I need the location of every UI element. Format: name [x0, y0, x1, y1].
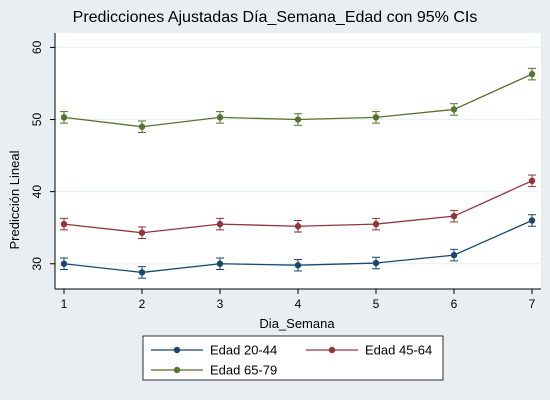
- x-tick-label: 5: [373, 297, 380, 311]
- legend-label: Edad 20-44: [210, 343, 277, 358]
- data-point: [372, 259, 380, 267]
- data-point: [372, 220, 380, 228]
- legend-item: Edad 65-79: [151, 363, 277, 378]
- data-point: [216, 220, 224, 228]
- y-tick-label: 60: [30, 40, 44, 54]
- chart-title: Predicciones Ajustadas Día_Semana_Edad c…: [73, 9, 478, 26]
- y-tick-label: 40: [30, 185, 44, 199]
- data-point: [60, 220, 68, 228]
- data-point: [60, 260, 68, 267]
- legend-item: Edad 20-44: [151, 343, 277, 358]
- data-point: [450, 212, 458, 220]
- series-1: [60, 214, 536, 279]
- series-3: [60, 67, 536, 134]
- data-point: [60, 114, 68, 121]
- plot-area: [55, 33, 541, 289]
- series-group: [60, 67, 536, 279]
- legend: Edad 20-44 Edad 45-64 Edad 65-79: [142, 335, 444, 381]
- data-point: [294, 223, 302, 230]
- data-point: [216, 114, 224, 121]
- y-tick-label: 50: [30, 113, 44, 127]
- x-tick-label: 6: [451, 297, 458, 311]
- legend-item: Edad 45-64: [306, 343, 432, 358]
- data-point: [294, 262, 302, 269]
- data-point: [528, 217, 536, 224]
- x-tick-label: 2: [139, 297, 146, 311]
- x-tick-label: 7: [529, 297, 536, 311]
- series-2: [60, 174, 536, 240]
- legend-swatch-marker: [173, 346, 181, 354]
- legend-swatch-marker: [328, 346, 336, 354]
- data-point: [528, 177, 536, 185]
- x-tick-label: 4: [295, 297, 302, 311]
- data-point: [372, 114, 380, 121]
- data-point: [450, 251, 458, 259]
- y-tick-label: 30: [30, 257, 44, 271]
- x-tick-label: 3: [217, 297, 224, 311]
- data-point: [138, 269, 146, 276]
- legend-label: Edad 45-64: [365, 343, 432, 358]
- axes: 30 40 50 60 1 2 3 4 5 6 7: [30, 33, 541, 311]
- legend-swatch-marker: [173, 366, 181, 374]
- x-axis-label: Dia_Semana: [259, 316, 335, 331]
- y-axis-label: Predicción Lineal: [7, 150, 22, 249]
- data-point: [138, 123, 146, 130]
- data-point: [528, 70, 536, 78]
- x-tick-label: 1: [61, 297, 68, 311]
- legend-box: [142, 335, 444, 381]
- data-point: [138, 229, 146, 236]
- data-point: [216, 260, 224, 267]
- data-point: [294, 116, 302, 123]
- data-point: [450, 106, 458, 113]
- legend-label: Edad 65-79: [210, 363, 277, 378]
